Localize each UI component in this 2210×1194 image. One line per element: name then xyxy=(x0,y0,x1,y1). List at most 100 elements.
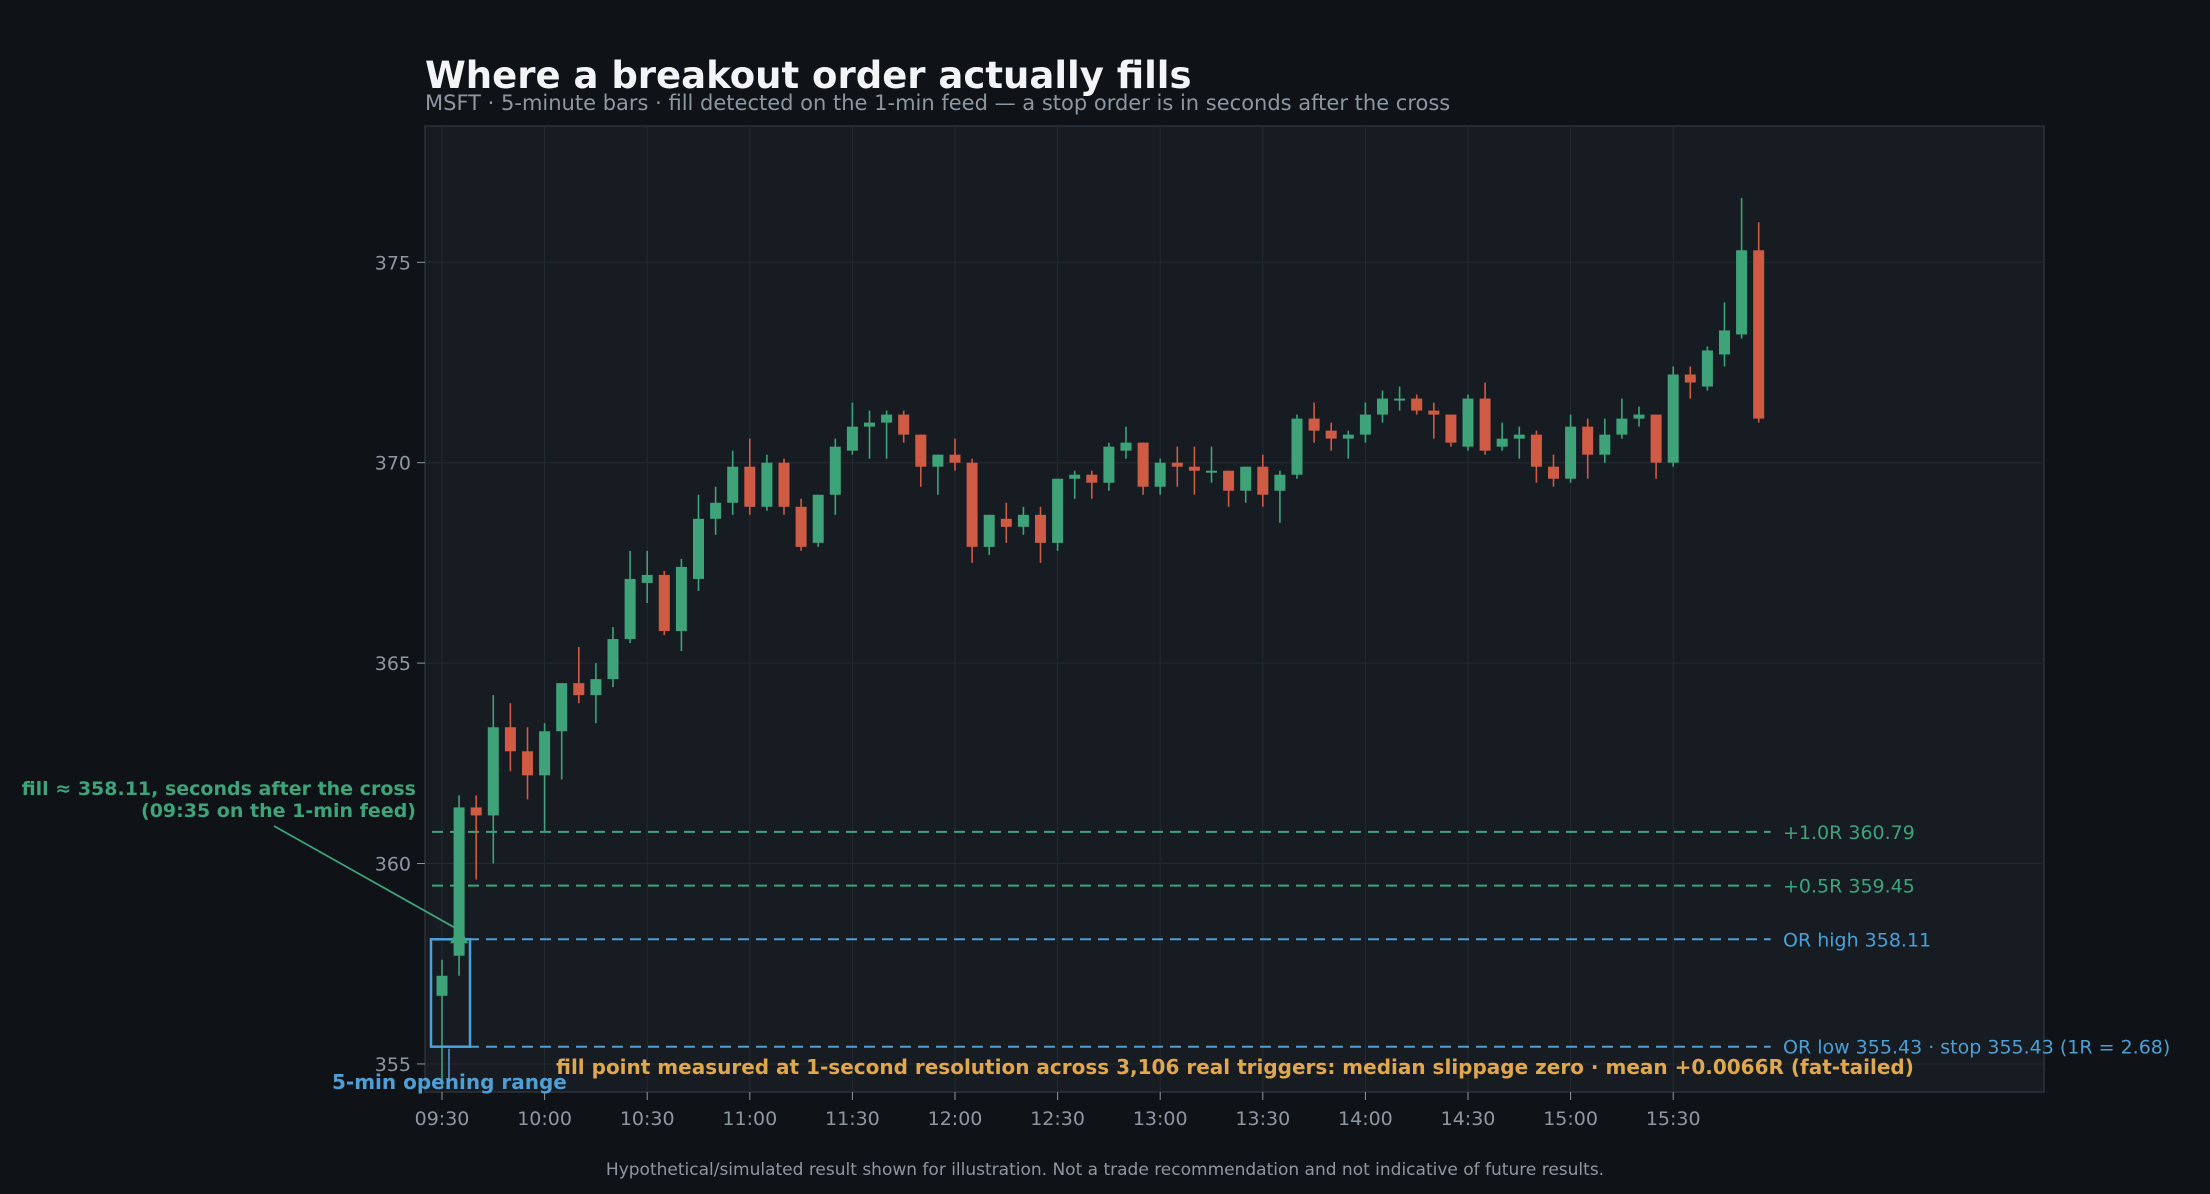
candle-body xyxy=(1308,418,1320,431)
y-tick-label: 375 xyxy=(375,252,411,274)
candle-body xyxy=(1445,414,1457,443)
candle-body xyxy=(1513,434,1525,439)
candle-body xyxy=(1086,474,1098,483)
candle-body xyxy=(1035,514,1046,543)
candle-body xyxy=(898,414,910,435)
candle-body xyxy=(932,454,944,467)
annotations xyxy=(273,825,472,1082)
fill-annotation-arrow xyxy=(273,825,455,929)
x-tick-label: 15:00 xyxy=(1543,1108,1598,1130)
candle-body xyxy=(829,446,841,495)
candle-body xyxy=(1496,438,1508,447)
candle-body xyxy=(1359,414,1371,435)
candle-body xyxy=(436,975,448,996)
candle-body xyxy=(1428,410,1440,415)
candle-body xyxy=(795,506,807,547)
candle-body xyxy=(1257,466,1269,495)
x-tick-label: 11:30 xyxy=(825,1108,880,1130)
candles xyxy=(436,198,1765,1088)
candle-body xyxy=(1719,330,1730,355)
candle-body xyxy=(949,454,961,463)
candle-body xyxy=(1103,446,1115,483)
candle-body xyxy=(761,462,773,507)
plot-area xyxy=(424,125,2045,1093)
candle-body xyxy=(966,462,978,547)
candle-body xyxy=(1667,374,1679,463)
candle-body xyxy=(1633,414,1645,419)
candle-body xyxy=(1411,398,1423,411)
candle-body xyxy=(556,683,568,732)
candle-body xyxy=(1052,478,1064,543)
candle-body xyxy=(1069,474,1081,479)
candle-body xyxy=(1171,462,1183,467)
candle-body xyxy=(915,434,927,467)
candle-body xyxy=(1137,442,1149,487)
candle-body xyxy=(1565,426,1577,479)
x-tick-label: 14:30 xyxy=(1441,1108,1496,1130)
candle-body xyxy=(693,518,704,579)
candle-body xyxy=(539,731,551,776)
candle-body xyxy=(744,466,756,507)
candle-body xyxy=(983,514,995,547)
candle-body xyxy=(1325,430,1337,439)
x-tick-label: 10:30 xyxy=(620,1108,675,1130)
x-tick-label: 11:00 xyxy=(722,1108,777,1130)
price-levels: +1.0R 360.79 +0.5R 359.45 OR high 358.11 OR… xyxy=(432,822,2170,1059)
candle-body xyxy=(1462,398,1474,447)
x-tick-label: 13:30 xyxy=(1235,1108,1290,1130)
candle-body xyxy=(487,727,499,816)
candle-body xyxy=(590,679,602,696)
disclaimer-footer: Hypothetical/simulated result shown for … xyxy=(606,1160,1604,1180)
candle-body xyxy=(1479,398,1491,451)
price-level-label: +1.0R 360.79 xyxy=(1783,822,1915,844)
candle-body xyxy=(1291,418,1303,475)
candle-body xyxy=(1684,374,1696,383)
candle-body xyxy=(1701,350,1713,387)
fill-annotation-line1: fill ≈ 358.11, seconds after the cross xyxy=(22,778,416,800)
candle-body xyxy=(1650,414,1662,463)
y-tick-label: 360 xyxy=(375,854,411,876)
bottom-note: fill point measured at 1-second resoluti… xyxy=(556,1055,1914,1079)
candle-body xyxy=(675,566,687,632)
candle-body xyxy=(522,751,533,776)
price-level-label: OR high 358.11 xyxy=(1783,929,1931,951)
candle-body xyxy=(1753,250,1765,419)
y-tick-label: 355 xyxy=(375,1054,411,1076)
candle-body xyxy=(1616,418,1628,435)
candle-body xyxy=(1017,514,1029,527)
candle-body xyxy=(1223,470,1235,491)
candle-body xyxy=(1154,462,1166,487)
candle-body xyxy=(1377,398,1388,415)
chart-title: Where a breakout order actually fills xyxy=(425,54,1192,97)
candle-body xyxy=(1120,442,1132,451)
candle-body xyxy=(846,426,858,451)
candle-body xyxy=(453,807,465,956)
candle-body xyxy=(710,502,722,519)
candle-body xyxy=(727,466,739,503)
chart-subtitle: MSFT · 5-minute bars · fill detected on … xyxy=(425,91,1450,115)
opening-range-label: 5-min opening range xyxy=(332,1070,567,1094)
y-axis: 355 360 365 370 375 xyxy=(375,252,425,1076)
candle-body xyxy=(1736,250,1748,335)
candle-body xyxy=(504,727,516,752)
candle-body xyxy=(1240,466,1252,491)
candle-body xyxy=(1394,398,1406,401)
opening-range-box xyxy=(429,938,472,1048)
candle-body xyxy=(1342,434,1354,439)
candle-body xyxy=(1530,434,1542,467)
candle-body xyxy=(1206,470,1217,473)
candle-body xyxy=(778,462,790,507)
fill-annotation-line2: (09:35 on the 1-min feed) xyxy=(141,800,416,822)
candle-body xyxy=(1000,518,1012,527)
fill-marker xyxy=(450,925,469,944)
candle-body xyxy=(607,639,619,680)
candle-body xyxy=(641,574,653,583)
x-axis: 09:30 10:00 10:30 11:00 11:30 12:00 12:30 13:00… xyxy=(415,1092,1701,1130)
candle-body xyxy=(881,414,893,423)
candle-body xyxy=(470,807,482,816)
candle-body xyxy=(624,578,636,640)
candle-body xyxy=(1274,474,1286,491)
candle-body xyxy=(812,494,824,543)
